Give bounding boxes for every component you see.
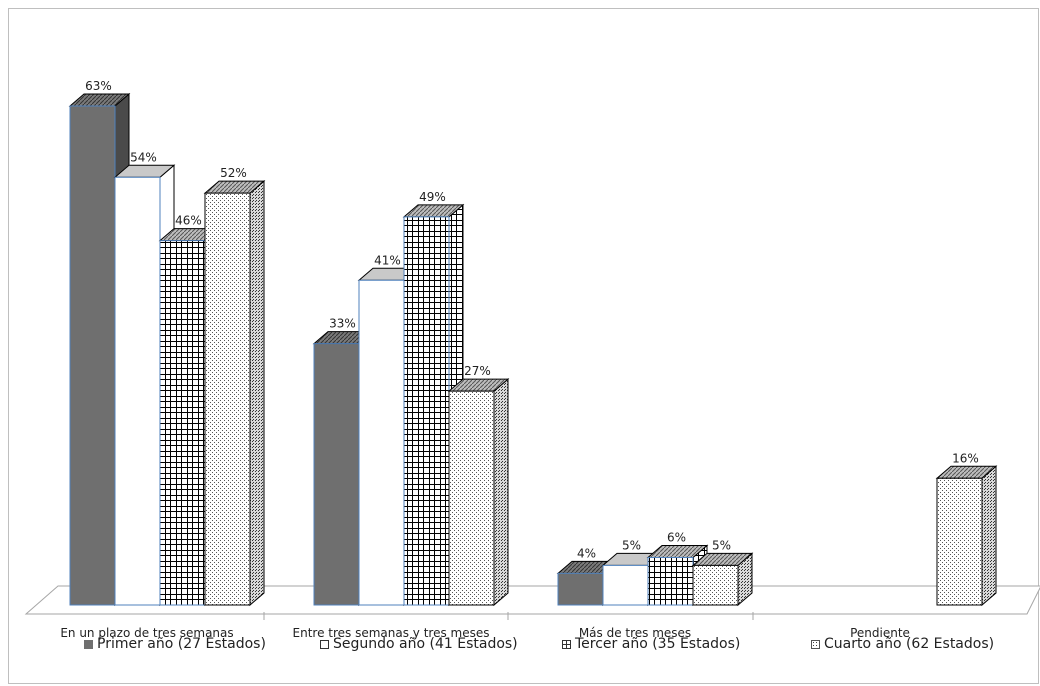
data-label-tercer-1: 49% xyxy=(419,190,446,204)
category-label: En un plazo de tres semanas xyxy=(60,626,233,640)
legend-label-segundo: Segundo año (41 Estados) xyxy=(333,636,518,652)
legend-item-tercer: Tercer año (35 Estados) xyxy=(562,636,740,652)
bar-front-segundo-2 xyxy=(602,564,649,606)
data-label-tercer-0: 46% xyxy=(175,214,202,228)
bar-front-tercer-2 xyxy=(647,556,694,606)
category-label: Pendiente xyxy=(850,626,910,640)
bar-tercer-1 xyxy=(402,203,465,607)
bar-cuarto-2 xyxy=(691,552,754,607)
legend-item-segundo: Segundo año (41 Estados) xyxy=(320,636,518,652)
legend-item-primer: Primer año (27 Estados) xyxy=(84,636,266,652)
legend-label-primer: Primer año (27 Estados) xyxy=(97,636,266,652)
bar-side-cuarto-1 xyxy=(493,378,509,607)
bar-front-cuarto-2 xyxy=(692,564,739,606)
data-label-cuarto-1: 27% xyxy=(464,364,491,378)
legend-swatch-tercer xyxy=(562,639,571,649)
bar-front-cuarto-3 xyxy=(936,477,983,606)
data-label-segundo-1: 41% xyxy=(374,253,401,267)
bar-side-cuarto-0 xyxy=(249,180,265,607)
data-label-segundo-0: 54% xyxy=(130,150,157,164)
data-label-primer-0: 63% xyxy=(85,79,112,93)
legend: Primer año (27 Estados) Segundo año (41 … xyxy=(0,636,1040,658)
data-label-tercer-2: 6% xyxy=(667,530,686,544)
bar-front-tercer-1 xyxy=(403,216,450,606)
category-label: Entre tres semanas y tres meses xyxy=(293,626,490,640)
bar-cuarto-0 xyxy=(203,180,266,607)
bar-front-cuarto-1 xyxy=(448,390,495,606)
bar-cuarto-3 xyxy=(935,465,998,607)
legend-label-cuarto: Cuarto año (62 Estados) xyxy=(824,636,995,652)
data-label-segundo-2: 5% xyxy=(622,538,641,552)
legend-swatch-segundo xyxy=(320,639,329,649)
bar-front-tercer-0 xyxy=(159,240,206,606)
bar-side-cuarto-3 xyxy=(981,465,997,607)
bar-cuarto-1 xyxy=(447,378,510,607)
floor-plane xyxy=(24,585,1040,615)
bar-front-primer-1 xyxy=(313,343,360,606)
legend-swatch-cuarto xyxy=(811,639,820,649)
bar-front-cuarto-0 xyxy=(204,192,251,606)
bar-front-primer-0 xyxy=(69,105,116,606)
data-label-cuarto-0: 52% xyxy=(220,166,247,180)
bar-front-primer-2 xyxy=(557,572,604,606)
legend-item-cuarto: Cuarto año (62 Estados) xyxy=(811,636,994,652)
category-axis: En un plazo de tres semanas Entre tres se… xyxy=(60,626,910,640)
bars-group xyxy=(68,92,998,607)
data-label-cuarto-3: 16% xyxy=(952,451,979,465)
data-labels-group: 63% 33% 4% 54% 41% 5% 46% 49% 6% 52% 27% 5% 16% xyxy=(85,79,979,560)
bar-front-segundo-1 xyxy=(358,279,405,606)
legend-swatch-primer xyxy=(84,639,93,649)
category-label: Más de tres meses xyxy=(579,626,691,640)
legend-label-tercer: Tercer año (35 Estados) xyxy=(575,636,741,652)
data-label-primer-1: 33% xyxy=(329,317,356,331)
bar-front-segundo-0 xyxy=(114,176,161,606)
data-label-cuarto-2: 5% xyxy=(712,538,731,552)
chart-floor xyxy=(24,585,1040,620)
data-label-primer-2: 4% xyxy=(577,546,596,560)
